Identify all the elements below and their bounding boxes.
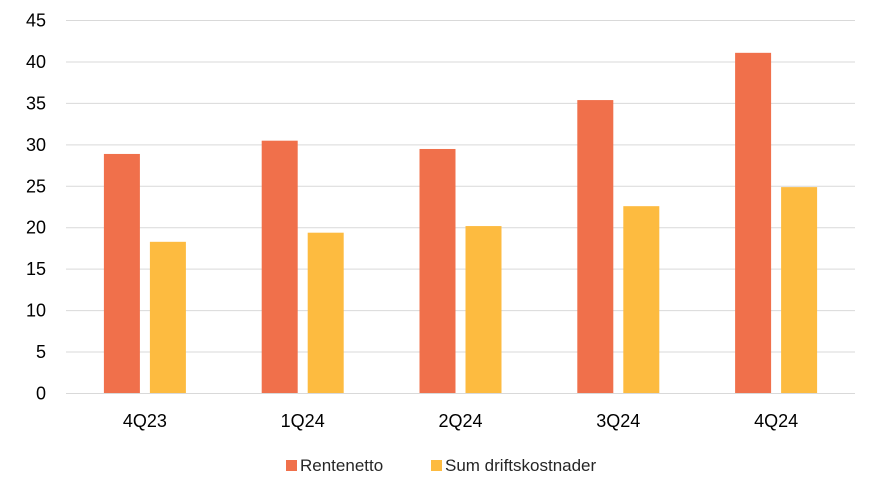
legend-label: Sum driftskostnader xyxy=(445,456,597,475)
y-tick-label: 5 xyxy=(36,342,46,362)
bar-sum-driftskostnader-1q24 xyxy=(307,232,344,394)
x-tick-label: 1Q24 xyxy=(281,411,325,431)
legend-swatch xyxy=(286,460,297,471)
bar-rentenetto-4q24 xyxy=(735,52,772,394)
bars xyxy=(103,52,818,394)
legend: Rentenetto Sum driftskostnader xyxy=(286,456,597,475)
y-tick-label: 0 xyxy=(36,384,46,404)
bar-sum-driftskostnader-4q24 xyxy=(781,187,818,394)
bar-sum-driftskostnader-4q23 xyxy=(149,241,186,394)
bar-sum-driftskostnader-2q24 xyxy=(465,226,502,394)
y-tick-label: 40 xyxy=(26,52,46,72)
y-tick-label: 45 xyxy=(26,11,46,31)
x-tick-label: 4Q23 xyxy=(123,411,167,431)
bar-rentenetto-2q24 xyxy=(419,148,456,394)
x-tick-label: 3Q24 xyxy=(596,411,640,431)
gridlines xyxy=(66,20,855,353)
legend-label: Rentenetto xyxy=(300,456,383,475)
x-tick-label: 4Q24 xyxy=(754,411,798,431)
y-tick-label: 10 xyxy=(26,301,46,321)
x-axis-tick-labels: 4Q23 1Q24 2Q24 3Q24 4Q24 xyxy=(123,411,798,431)
y-tick-label: 25 xyxy=(26,176,46,196)
y-tick-label: 20 xyxy=(26,218,46,238)
y-tick-label: 15 xyxy=(26,259,46,279)
bar-rentenetto-4q23 xyxy=(103,153,140,394)
bar-rentenetto-3q24 xyxy=(577,100,614,394)
y-tick-label: 30 xyxy=(26,135,46,155)
y-axis-tick-labels: 0 5 10 15 20 25 30 35 40 45 xyxy=(26,11,46,404)
y-tick-label: 35 xyxy=(26,93,46,113)
legend-swatch xyxy=(431,460,442,471)
bar-rentenetto-1q24 xyxy=(261,140,298,394)
x-tick-label: 2Q24 xyxy=(438,411,482,431)
bar-sum-driftskostnader-3q24 xyxy=(623,206,660,394)
